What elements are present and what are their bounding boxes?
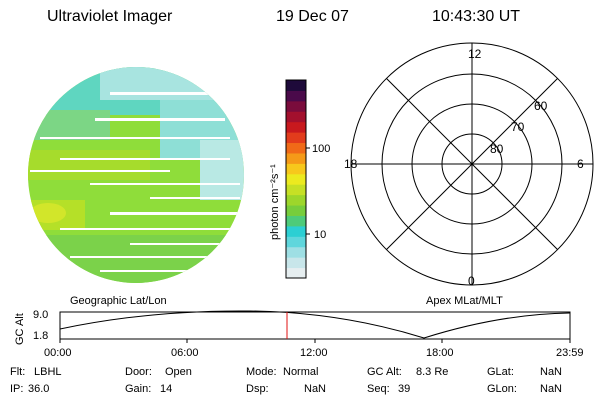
mlt-label-12: 12 [468,47,482,61]
orbit-timeline-frame [59,311,571,340]
timeline-x-tick-0600: 06:00 [171,347,199,359]
mode-label: Mode: [246,366,277,378]
door-label: Door: [125,366,152,378]
timeline-y-tick-bottom: 1.8 [33,330,48,342]
colorbar-tick-100: 100 [312,143,330,155]
seq-value: 39 [398,383,411,395]
timeline-x-tick-1200: 12:00 [300,347,328,359]
colorbar-segment [286,152,306,164]
colorbar-segment [286,184,306,196]
gain-value: 14 [160,383,173,395]
colorbar-segment [286,100,306,112]
colorbar [286,80,306,279]
geographic-panel-label: Geographic Lat/Lon [70,295,167,307]
orbit-altitude-curve [59,310,571,339]
mlat-label-80: 80 [490,142,504,156]
gcalt-value: 8.3 Re [416,366,449,378]
colorbar-unit-label: photon cm⁻²s⁻¹ [269,164,281,240]
dsp-label: Dsp: [246,383,269,395]
colorbar-segment [286,267,306,279]
mlt-label-18: 18 [344,157,358,171]
observation-date: 19 Dec 07 [276,8,349,25]
colorbar-segment [286,163,306,175]
mlt-label-0: 0 [468,274,475,288]
colorbar-segment [286,205,306,216]
mlt-label-6: 6 [577,157,584,171]
flt-label: Flt: [10,366,26,378]
timeline-y-tick-top: 9.0 [33,309,48,321]
dsp-value: NaN [304,383,327,395]
gcalt-label: GC Alt: [367,366,402,378]
colorbar-segment [286,80,306,91]
timeline-x-tick-2359: 23:59 [556,347,584,359]
colorbar-segment [286,236,306,248]
colorbar-segment [286,194,306,206]
colorbar-segment [286,215,306,227]
colorbar-tick-10: 10 [314,229,326,241]
colorbar-frame [285,79,307,279]
colorbar-segment [286,142,306,154]
ip-label: IP: [10,383,24,395]
glat-label: GLat: [487,366,514,378]
ip-value: 36.0 [28,383,50,395]
colorbar-segment [286,90,306,102]
timeline-x-tick-1800: 18:00 [426,347,454,359]
colorbar-segment [286,121,306,133]
timeline-y-label: GC Alt [14,313,26,345]
glat-value: NaN [540,366,563,378]
observation-time: 10:43:30 UT [432,8,521,25]
glon-label: GLon: [487,383,517,395]
instrument-title: Ultraviolet Imager [47,8,173,25]
mlat-label-60: 60 [534,99,548,113]
timeline-x-tick-0000: 00:00 [44,347,72,359]
polar-grid [350,42,594,286]
mlat-label-70: 70 [511,120,525,134]
colorbar-segment [286,257,306,269]
apex-panel-label: Apex MLat/MLT [426,295,503,307]
colorbar-segment [286,225,306,237]
uv-emission-map [28,67,244,283]
colorbar-segment [286,246,306,258]
colorbar-segment [286,173,306,185]
colorbar-segment [286,111,306,123]
door-value: Open [165,366,192,378]
colorbar-segment [286,132,306,144]
flt-value: LBHL [34,366,62,378]
glon-value: NaN [540,383,563,395]
mode-value: Normal [283,366,319,378]
seq-label: Seq: [367,383,390,395]
gain-label: Gain: [125,383,152,395]
